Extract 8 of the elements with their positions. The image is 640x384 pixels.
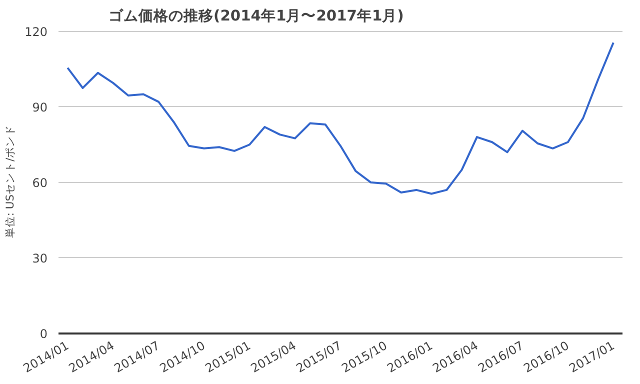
- y-tick-label: 0: [40, 327, 48, 341]
- chart-title: ゴム価格の推移(2014年1月〜2017年1月): [108, 8, 404, 24]
- y-tick-label: 30: [32, 251, 48, 266]
- y-tick-label: 120: [24, 24, 48, 39]
- y-tick-label: 60: [32, 176, 48, 190]
- y-axis-title: 単位: USセント/ポンド: [4, 124, 17, 238]
- y-tick-label: 90: [32, 100, 48, 114]
- line-series: [66, 42, 614, 195]
